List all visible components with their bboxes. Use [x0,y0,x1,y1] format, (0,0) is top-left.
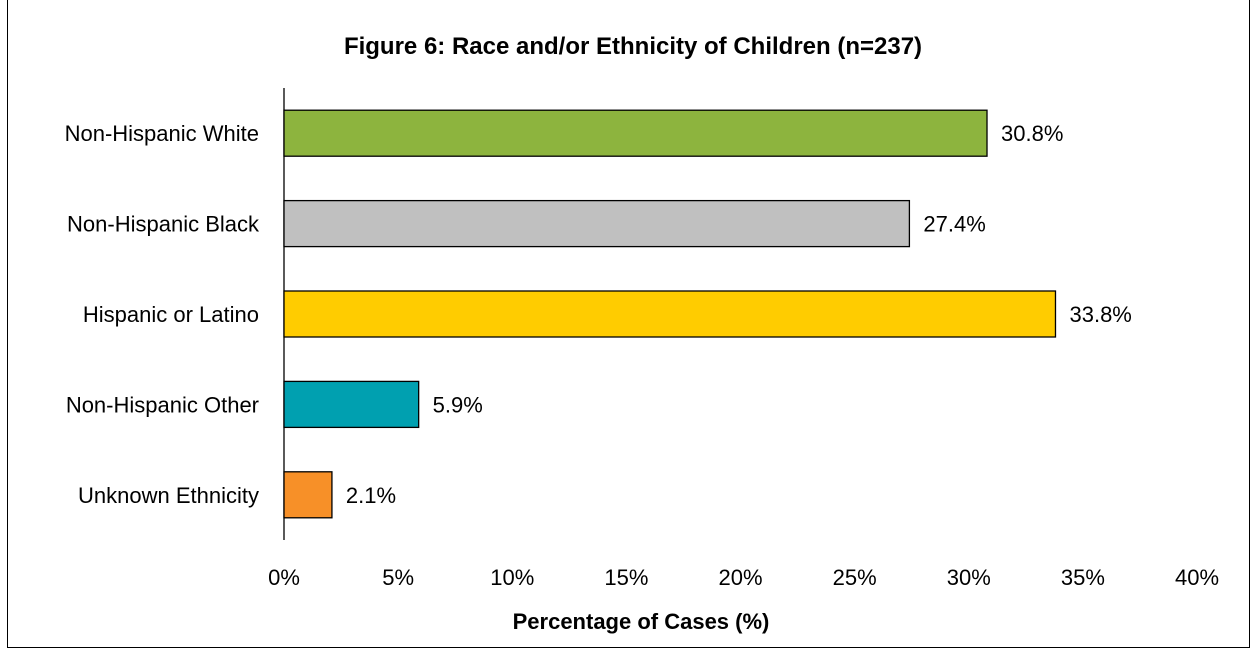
data-label: 27.4% [923,212,985,237]
chart-area: Figure 6: Race and/or Ethnicity of Child… [65,33,1219,634]
data-label: 33.8% [1069,302,1131,327]
x-tick-label: 35% [1061,565,1105,590]
x-tick-labels: 0% 5% 10% 15% 20% 25% 30% 35% 40% [268,565,1219,590]
bar-non-hispanic-white [283,109,988,157]
x-tick-label: 30% [947,565,991,590]
x-tick-label: 25% [833,565,877,590]
data-label: 30.8% [1001,121,1063,146]
bar-non-hispanic-black [283,199,911,248]
category-label: Non-Hispanic White [65,121,259,146]
bar-non-hispanic-other [283,380,420,429]
category-label: Non-Hispanic Other [66,392,259,417]
data-label: 2.1% [346,483,396,508]
x-tick-label: 5% [382,565,414,590]
chart-frame: Figure 6: Race and/or Ethnicity of Child… [7,0,1250,648]
category-label: Non-Hispanic Black [67,212,260,237]
x-tick-label: 15% [604,565,648,590]
bars-group [283,109,1057,519]
category-label: Unknown Ethnicity [78,483,259,508]
data-label: 5.9% [433,392,483,417]
bar-unknown-ethnicity [283,471,333,519]
category-labels: Non-Hispanic White Non-Hispanic Black Hisp… [65,121,260,508]
x-tick-label: 0% [268,565,300,590]
x-axis-title: Percentage of Cases (%) [513,609,770,634]
bar-hispanic-or-latino [283,290,1057,338]
x-tick-label: 40% [1175,565,1219,590]
chart-title: Figure 6: Race and/or Ethnicity of Child… [344,33,922,60]
x-tick-label: 10% [490,565,534,590]
data-labels: 30.8% 27.4% 33.8% 5.9% 2.1% [346,121,1132,508]
category-label: Hispanic or Latino [83,302,259,327]
x-tick-label: 20% [718,565,762,590]
